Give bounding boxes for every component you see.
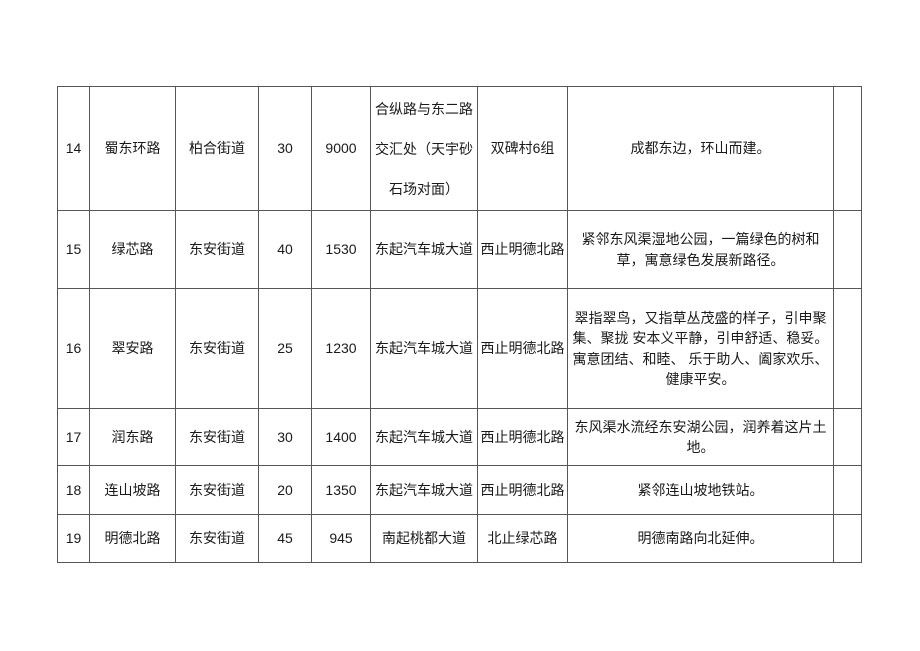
cell-start-point: 东起汽车城大道 [370,408,478,466]
cell-road-width: 30 [258,408,312,466]
cell-extra [833,514,862,563]
table-row: 18 连山坡路 东安街道 20 1350 东起汽车城大道 西止明德北路 紧邻连山… [57,465,862,515]
cell-road-name: 连山坡路 [89,465,176,515]
cell-road-length: 9000 [311,86,371,211]
cell-road-name: 绿芯路 [89,210,176,289]
road-naming-table: 14 蜀东环路 柏合街道 30 9000 合纵路与东二路交汇处（天宇砂石场对面）… [57,86,862,563]
cell-road-length: 1350 [311,465,371,515]
cell-road-name: 润东路 [89,408,176,466]
cell-road-name: 蜀东环路 [89,86,176,211]
cell-road-name: 翠安路 [89,288,176,409]
cell-street: 柏合街道 [175,86,259,211]
cell-extra [833,465,862,515]
cell-end-point: 北止绿芯路 [477,514,568,563]
cell-extra [833,288,862,409]
cell-end-point: 西止明德北路 [477,465,568,515]
cell-street: 东安街道 [175,210,259,289]
cell-road-length: 1400 [311,408,371,466]
cell-end-point: 西止明德北路 [477,288,568,409]
cell-street: 东安街道 [175,514,259,563]
cell-meaning: 明德南路向北延伸。 [567,514,834,563]
cell-meaning: 紧邻连山坡地铁站。 [567,465,834,515]
cell-road-width: 25 [258,288,312,409]
cell-road-length: 945 [311,514,371,563]
cell-seq: 18 [57,465,90,515]
cell-start-point: 南起桃都大道 [370,514,478,563]
cell-seq: 16 [57,288,90,409]
cell-start-point: 东起汽车城大道 [370,288,478,409]
cell-meaning: 东风渠水流经东安湖公园，润养着这片土地。 [567,408,834,466]
table-row: 19 明德北路 东安街道 45 945 南起桃都大道 北止绿芯路 明德南路向北延… [57,514,862,563]
table-row: 17 润东路 东安街道 30 1400 东起汽车城大道 西止明德北路 东风渠水流… [57,408,862,466]
cell-end-point: 西止明德北路 [477,408,568,466]
cell-road-width: 20 [258,465,312,515]
cell-road-length: 1530 [311,210,371,289]
cell-end-point: 双碑村6组 [477,86,568,211]
table-row: 16 翠安路 东安街道 25 1230 东起汽车城大道 西止明德北路 翠指翠鸟，… [57,288,862,409]
cell-start-point: 东起汽车城大道 [370,465,478,515]
cell-end-point: 西止明德北路 [477,210,568,289]
table-row: 15 绿芯路 东安街道 40 1530 东起汽车城大道 西止明德北路 紧邻东风渠… [57,210,862,289]
cell-road-name: 明德北路 [89,514,176,563]
cell-seq: 15 [57,210,90,289]
cell-street: 东安街道 [175,465,259,515]
cell-road-width: 45 [258,514,312,563]
cell-street: 东安街道 [175,288,259,409]
cell-start-point: 合纵路与东二路交汇处（天宇砂石场对面） [370,86,478,211]
cell-meaning: 紧邻东风渠湿地公园，一篇绿色的树和草，寓意绿色发展新路径。 [567,210,834,289]
cell-street: 东安街道 [175,408,259,466]
cell-start-point: 东起汽车城大道 [370,210,478,289]
cell-seq: 14 [57,86,90,211]
cell-meaning: 翠指翠鸟，又指草丛茂盛的样子，引申聚集、聚拢 安本义平静，引申舒适、稳妥。寓意团… [567,288,834,409]
cell-extra [833,86,862,211]
cell-extra [833,408,862,466]
table-row: 14 蜀东环路 柏合街道 30 9000 合纵路与东二路交汇处（天宇砂石场对面）… [57,86,862,211]
cell-road-width: 40 [258,210,312,289]
cell-road-length: 1230 [311,288,371,409]
cell-road-width: 30 [258,86,312,211]
cell-meaning: 成都东边，环山而建。 [567,86,834,211]
cell-extra [833,210,862,289]
cell-seq: 17 [57,408,90,466]
cell-seq: 19 [57,514,90,563]
